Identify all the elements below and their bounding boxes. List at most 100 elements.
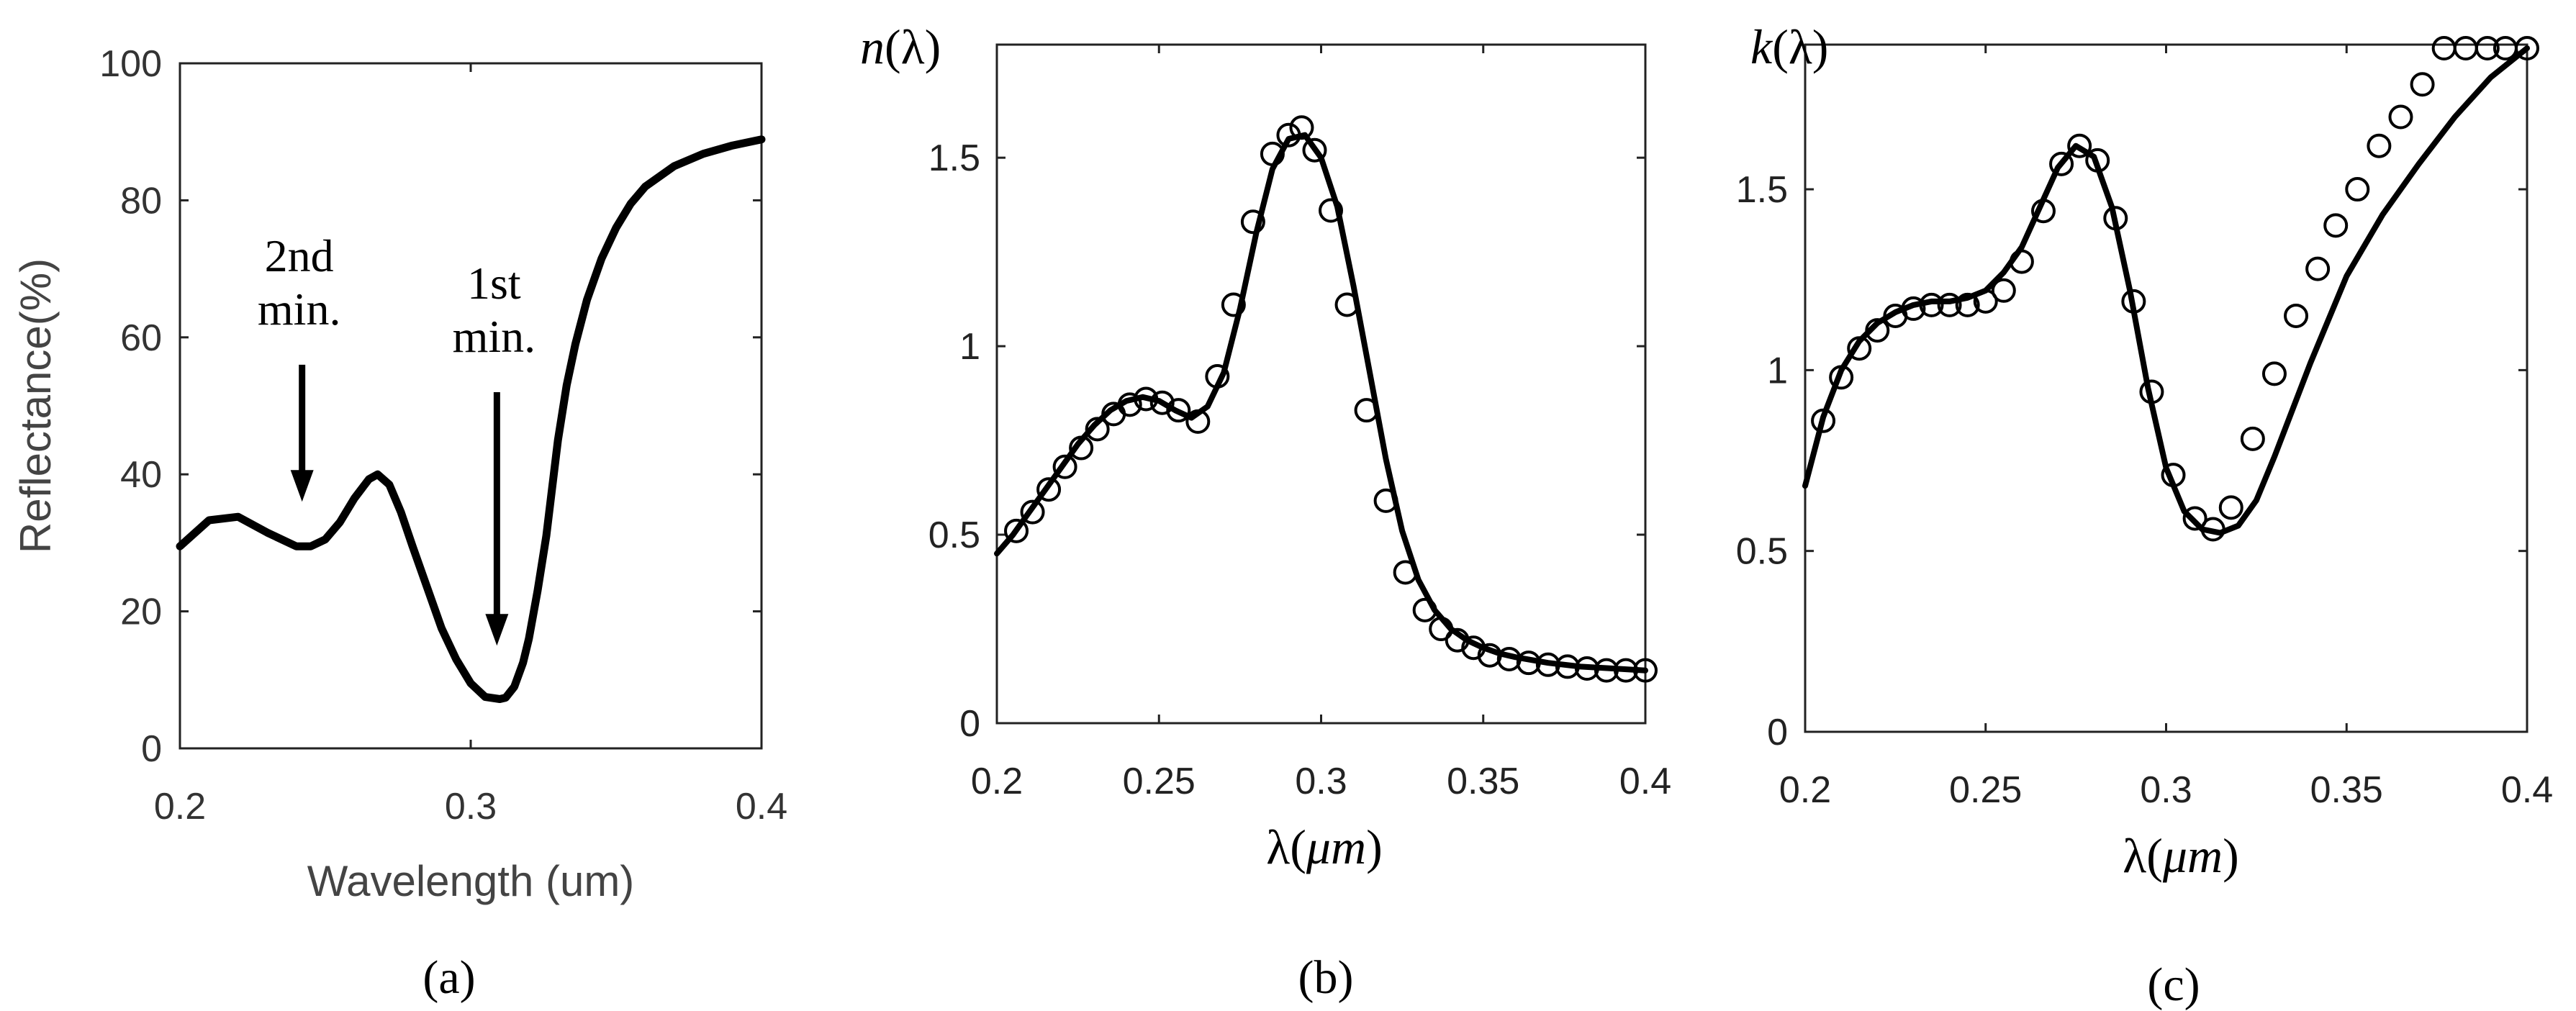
panel-c-y-label-arg: (λ)	[1772, 19, 1828, 74]
x-tick-label: 0.4	[1619, 761, 1671, 802]
panel-b-x-label-pre: λ(	[1266, 820, 1306, 874]
panel-b-refractive-index: 0 0.5 1 1.5 0.2 0.25 0.3 0.35 0.4 n(λ) λ(μm) (b…	[860, 19, 1671, 1004]
data-point	[1221, 292, 1246, 317]
y-tick-label: 0	[141, 728, 162, 770]
panel-b-plot-frame	[995, 43, 1647, 725]
series-line-reflectance	[176, 135, 766, 703]
panel-b-y-ticks: 0 0.5 1 1.5	[928, 137, 1645, 745]
panel-c-x-label-post: )	[2223, 828, 2239, 883]
data-point	[2367, 133, 2392, 158]
data-point	[1004, 518, 1029, 543]
data-point	[2284, 303, 2309, 328]
panel-c-y-axis-label: k(λ)	[1750, 19, 1828, 74]
data-point	[2009, 249, 2034, 274]
x-tick-label: 0.3	[2140, 769, 2192, 811]
data-point	[1134, 386, 1159, 412]
data-point	[2240, 426, 2265, 451]
panel-a-x-ticks: 0.2 0.3 0.4	[154, 63, 787, 828]
y-tick-label: 80	[120, 180, 162, 222]
panel-c-x-label-unit: μm	[2162, 828, 2223, 883]
data-point	[2388, 104, 2413, 130]
x-tick-label: 0.3	[445, 786, 497, 828]
data-point	[2085, 148, 2110, 173]
data-point	[2067, 133, 2092, 158]
annotation-arrow-head	[485, 614, 509, 646]
panel-a-y-axis-label: Reflectance(%)	[12, 258, 60, 553]
panel-b-y-axis-label: n(λ)	[860, 19, 941, 74]
data-point	[1919, 292, 1944, 317]
data-point	[2323, 213, 2349, 238]
y-tick-label: 100	[99, 43, 162, 85]
y-tick-label: 1.5	[1736, 169, 1788, 211]
data-point	[2410, 72, 2435, 97]
panel-c-x-ticks: 0.2 0.25 0.3 0.35 0.4	[1779, 45, 2553, 811]
annotation-arrow-head	[290, 470, 314, 502]
x-tick-label: 0.2	[154, 786, 206, 828]
panel-b-x-ticks: 0.2 0.25 0.3 0.35 0.4	[971, 45, 1671, 802]
data-point	[1429, 617, 1454, 642]
data-point	[1289, 115, 1314, 140]
x-tick-label: 0.25	[1123, 761, 1196, 802]
panel-b-label: (b)	[1298, 951, 1354, 1004]
data-point	[1185, 409, 1211, 434]
annotation-text: min.	[453, 311, 536, 362]
data-point	[1020, 499, 1045, 525]
data-point	[1991, 278, 2016, 303]
x-tick-label: 0.35	[1447, 761, 1519, 802]
data-point	[2515, 36, 2539, 61]
panel-b-x-label-unit: μm	[1306, 820, 1366, 874]
x-tick-label: 0.35	[2310, 769, 2383, 811]
y-tick-label: 60	[120, 317, 162, 359]
data-point	[1276, 122, 1301, 148]
data-point	[1117, 392, 1142, 417]
data-point	[1865, 318, 1890, 343]
x-tick-label: 0.3	[1295, 761, 1347, 802]
data-point	[2103, 206, 2128, 231]
data-point	[1393, 560, 1418, 585]
data-point	[1633, 658, 1658, 683]
data-point	[1973, 289, 1998, 314]
data-point	[1613, 658, 1638, 683]
data-point	[1516, 650, 1541, 676]
series-line-fit	[1802, 45, 2530, 536]
data-point	[2345, 177, 2370, 202]
data-point	[1085, 417, 1110, 442]
y-tick-label: 0.5	[1736, 531, 1788, 573]
data-point	[2431, 36, 2457, 61]
panel-b-y-label-arg: (λ)	[885, 19, 941, 74]
data-point	[2200, 517, 2225, 542]
y-tick-label: 1	[959, 326, 980, 368]
panel-b-series	[994, 115, 1658, 683]
data-point	[1594, 658, 1619, 683]
data-point	[1052, 454, 1077, 479]
data-point	[1574, 656, 1599, 681]
data-point	[2182, 506, 2207, 531]
data-point	[2049, 151, 2074, 176]
data-point	[1847, 336, 1872, 361]
panel-c-label: (c)	[2147, 958, 2200, 1011]
data-point	[1937, 292, 1962, 317]
y-tick-label: 20	[120, 591, 162, 633]
annotation-text: min.	[258, 284, 341, 335]
data-point	[1240, 209, 1265, 235]
data-point	[2218, 495, 2243, 520]
y-tick-label: 0	[1767, 712, 1788, 753]
x-tick-label: 0.4	[2501, 769, 2553, 811]
y-tick-label: 1	[1767, 350, 1788, 391]
panel-a-label: (a)	[422, 951, 475, 1004]
panel-b-x-axis-label: λ(μm)	[1266, 820, 1383, 874]
y-tick-label: 0	[959, 703, 980, 745]
panel-c-x-label-pre: λ(	[2123, 828, 2163, 883]
y-tick-label: 40	[120, 454, 162, 496]
data-point	[2261, 361, 2287, 386]
data-point	[1412, 597, 1437, 622]
x-tick-label: 0.4	[736, 786, 787, 828]
data-point	[1319, 198, 1344, 223]
panel-c-x-axis-label: λ(μm)	[2123, 828, 2239, 883]
panel-c-plot-frame	[1804, 43, 2528, 733]
data-point	[1445, 627, 1470, 653]
y-tick-label: 0.5	[928, 514, 980, 556]
panel-a-x-axis-label: Wavelength (um)	[307, 857, 635, 905]
